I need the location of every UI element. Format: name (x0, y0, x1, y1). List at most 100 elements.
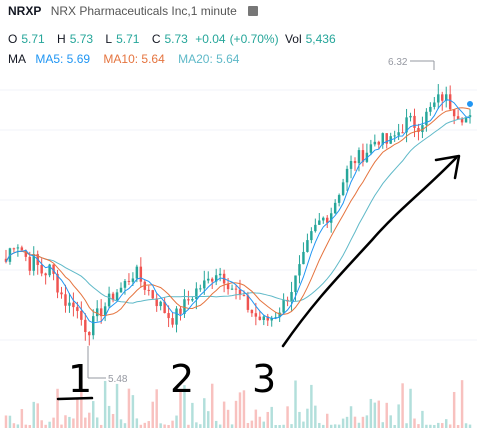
volume-bar (159, 423, 162, 428)
volume-bar (139, 424, 143, 428)
candle-body (20, 247, 24, 251)
volume-bar (103, 380, 107, 428)
volume-bar (95, 417, 99, 428)
close-value: 5.73 (164, 32, 188, 46)
candle-body (48, 264, 51, 276)
candle-body (441, 94, 444, 101)
volume-bar (230, 424, 234, 428)
candle-body (373, 141, 377, 145)
volume-bar (266, 411, 269, 428)
candle-body (413, 115, 416, 128)
candle-body (452, 109, 456, 117)
high-label: H (57, 32, 66, 46)
volume-bar (238, 392, 242, 428)
candle-body (16, 247, 20, 249)
candle-body (32, 254, 35, 271)
volume-bar (36, 403, 39, 428)
volume-bar (326, 413, 329, 428)
low-price-label: 5.48 (108, 374, 128, 385)
candle-body (199, 288, 202, 290)
notes-icon[interactable] (248, 6, 259, 16)
high-price-label: 6.32 (388, 57, 408, 68)
symbol-label[interactable]: NRXP (8, 4, 42, 18)
volume-bar (373, 402, 377, 428)
candle-body (405, 117, 408, 133)
candle-body (123, 280, 127, 288)
volume-bar (187, 424, 190, 428)
candle-body (282, 299, 285, 313)
hand-arrow-shaft (281, 156, 458, 348)
volume-bar (393, 424, 396, 428)
volume-label: Vol (284, 32, 302, 46)
candle-body (210, 278, 214, 282)
volume-bar (421, 410, 424, 428)
volume-bar (444, 419, 448, 428)
candle-body (234, 288, 238, 290)
volume-bar (203, 398, 206, 428)
volume-bar (218, 424, 222, 428)
volume-bar (179, 390, 182, 428)
candle-body (187, 299, 190, 301)
low-value: 5.71 (116, 32, 140, 46)
volume-bar (318, 422, 321, 428)
hand-mark-1: 1 (68, 357, 92, 401)
candle-body (270, 318, 273, 321)
candle-body (262, 316, 266, 320)
ma10-value: MA10: 5.64 (103, 52, 165, 66)
candle-body (250, 309, 254, 314)
ohlc-legend: O 5.71 H 5.73 L 5.71 C 5.73 +0.04 (+0.70%) Vo… (8, 32, 336, 46)
candle-body (274, 317, 277, 319)
candle-body (361, 150, 365, 162)
open-value: 5.71 (21, 32, 45, 46)
candle-body (44, 273, 47, 276)
volume-bar (405, 423, 408, 428)
volume-bar (437, 422, 440, 428)
volume-bar (429, 424, 432, 428)
volume-bar (286, 406, 289, 428)
candle-body (183, 299, 186, 314)
volume-bar (80, 380, 83, 428)
candle-body (353, 161, 357, 164)
hand-underline (56, 396, 94, 401)
volume-bar (131, 395, 135, 428)
volume-bar (369, 398, 373, 428)
volume-bar (302, 421, 305, 428)
volume-bar (460, 380, 464, 428)
candle-body (306, 240, 309, 252)
volume-bar (433, 424, 436, 428)
candle-body (278, 312, 281, 318)
volume-bar (48, 421, 51, 428)
volume-bar (341, 418, 345, 428)
volume-bar (28, 424, 32, 428)
volume-bar (258, 416, 262, 428)
volume-bar (163, 424, 166, 428)
candle-body (429, 106, 432, 112)
ma-label[interactable]: MA (8, 52, 26, 66)
volume-bar (361, 416, 365, 428)
volume-bar (456, 424, 460, 428)
ma20-value: MA20: 5.64 (178, 52, 240, 66)
volume-bar (357, 422, 361, 428)
volume-bar (52, 417, 55, 428)
candle-body (207, 278, 210, 281)
volume-bar (40, 420, 43, 428)
candle-body (95, 308, 99, 317)
volume-bar (107, 405, 111, 428)
candle-body (107, 293, 111, 307)
hand-mark-3: 3 (252, 357, 276, 401)
candle-body (349, 161, 353, 169)
candle-body (322, 217, 325, 221)
volume-bar (242, 390, 246, 428)
volume-bar (195, 422, 198, 428)
candle-body (460, 118, 464, 123)
candle-body (345, 168, 349, 183)
volume-value: 5,436 (305, 32, 336, 46)
candle-body (294, 275, 297, 293)
volume-bar (64, 415, 67, 428)
volume-bar (92, 401, 95, 428)
volume-bar (16, 424, 20, 428)
volume-bar (119, 419, 123, 428)
volume-bar (99, 424, 103, 428)
candle-body (468, 115, 472, 118)
